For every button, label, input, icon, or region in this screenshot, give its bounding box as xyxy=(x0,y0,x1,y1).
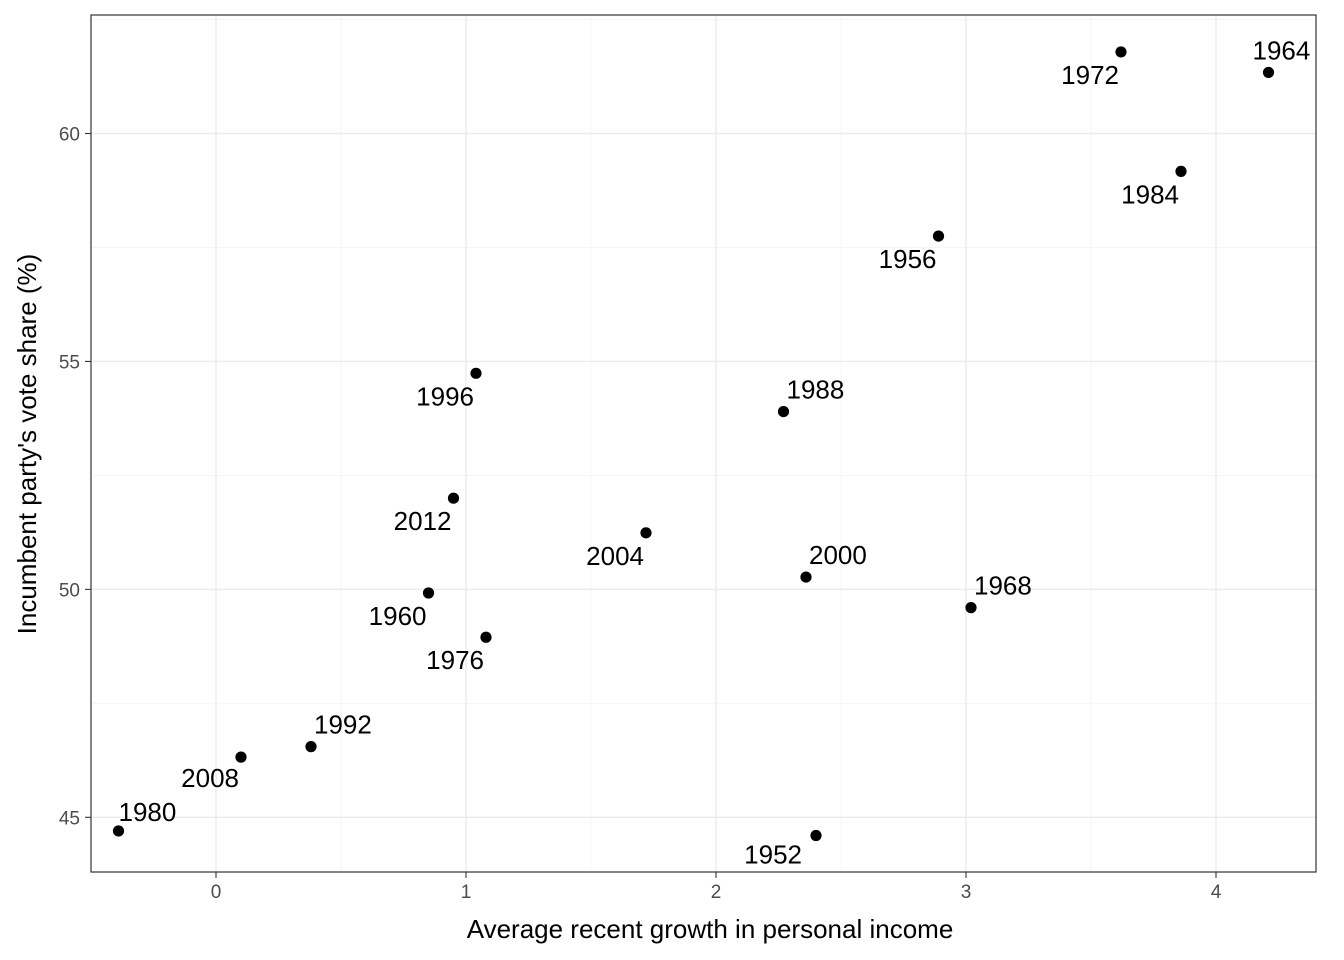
point-label-1960: 1960 xyxy=(369,601,427,631)
x-tick-label: 2 xyxy=(711,882,722,903)
point-label-1952: 1952 xyxy=(744,840,802,870)
point-label-1976: 1976 xyxy=(426,645,484,675)
point-label-1956: 1956 xyxy=(879,244,937,274)
x-tick-label: 3 xyxy=(961,882,972,903)
y-axis-title: Incumbent party's vote share (%) xyxy=(12,254,42,635)
axes: 0 1 2 3 4 45 50 55 60 xyxy=(59,125,1222,903)
point-label-1988: 1988 xyxy=(787,375,845,405)
data-point-1988 xyxy=(777,405,790,418)
data-point-2008 xyxy=(235,751,247,763)
y-tick-label: 60 xyxy=(59,125,80,146)
point-label-1964: 1964 xyxy=(1253,35,1311,65)
data-point-1952 xyxy=(810,829,822,842)
x-axis-title: Average recent growth in personal income xyxy=(467,914,954,944)
data-point-1956 xyxy=(932,230,945,242)
point-label-1972: 1972 xyxy=(1061,60,1119,90)
data-point-2012 xyxy=(447,492,460,504)
point-label-1968: 1968 xyxy=(974,571,1032,601)
point-label-2004: 2004 xyxy=(586,541,644,571)
data-point-1980 xyxy=(112,825,125,837)
y-tick-label: 45 xyxy=(59,808,80,829)
data-points xyxy=(112,46,1275,842)
point-label-1980: 1980 xyxy=(119,797,177,827)
point-label-2000: 2000 xyxy=(809,540,867,570)
point-label-2012: 2012 xyxy=(394,506,452,536)
point-label-1984: 1984 xyxy=(1121,179,1179,209)
y-tick-label: 55 xyxy=(59,352,80,373)
point-label-1996: 1996 xyxy=(416,381,474,411)
panel-border xyxy=(90,14,1317,873)
point-label-1992: 1992 xyxy=(314,710,372,740)
point-label-2008: 2008 xyxy=(181,763,239,793)
data-point-1964 xyxy=(1262,66,1275,79)
y-tick-label: 50 xyxy=(59,580,80,601)
data-point-1984 xyxy=(1175,165,1187,177)
data-point-1992 xyxy=(305,741,317,753)
grid-lines xyxy=(91,15,1316,872)
x-tick-label: 0 xyxy=(211,882,222,903)
data-point-1972 xyxy=(1115,46,1127,58)
point-labels: 1952 1956 1960 1964 1968 1972 1976 1980 1984 1988… xyxy=(119,35,1311,869)
x-tick-label: 1 xyxy=(461,882,472,903)
data-point-1996 xyxy=(470,367,482,379)
x-tick-label: 4 xyxy=(1211,882,1222,903)
data-point-1976 xyxy=(480,631,492,643)
data-point-1968 xyxy=(965,602,977,614)
data-point-2000 xyxy=(800,571,812,583)
data-point-1960 xyxy=(422,587,435,599)
data-point-2004 xyxy=(640,527,652,539)
